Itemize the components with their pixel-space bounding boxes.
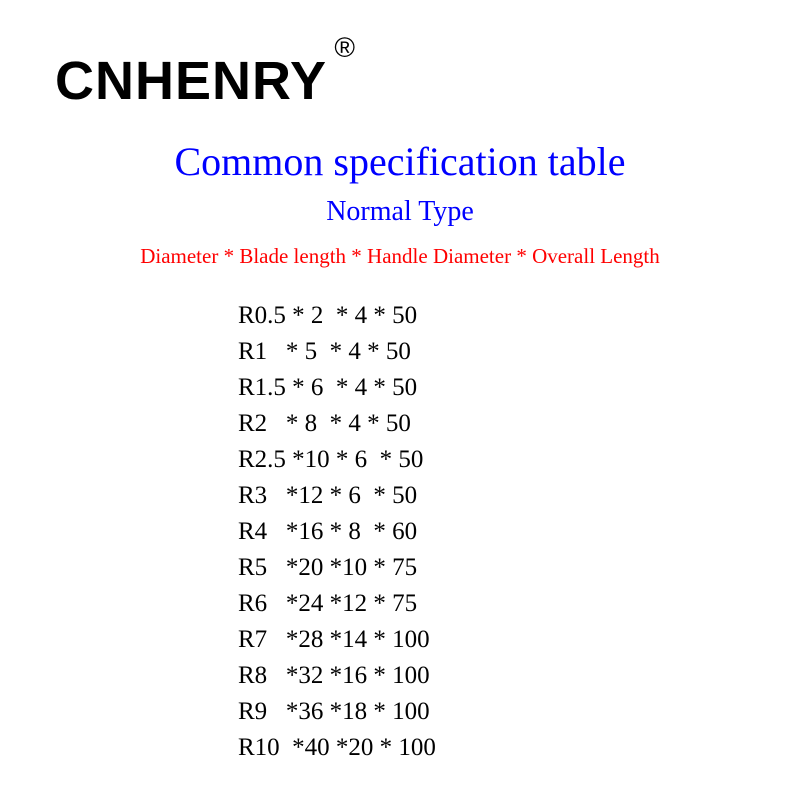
brand-name-text: CNHENRY [55,51,327,111]
table-row: R7 *28 *14 * 100 [238,622,436,658]
table-row: R0.5 * 2 * 4 * 50 [238,298,436,334]
table-row: R2 * 8 * 4 * 50 [238,406,436,442]
registered-trademark-icon: ® [334,32,355,64]
table-row: R10 *40 *20 * 100 [238,730,436,766]
column-legend: Diameter * Blade length * Handle Diamete… [0,244,800,269]
table-row: R1.5 * 6 * 4 * 50 [238,370,436,406]
table-row: R6 *24 *12 * 75 [238,586,436,622]
specification-table: R0.5 * 2 * 4 * 50 R1 * 5 * 4 * 50 R1.5 *… [238,298,436,766]
table-row: R1 * 5 * 4 * 50 [238,334,436,370]
brand-logo: CNHENRY ® [55,50,327,112]
table-row: R9 *36 *18 * 100 [238,694,436,730]
table-row: R8 *32 *16 * 100 [238,658,436,694]
table-row: R4 *16 * 8 * 60 [238,514,436,550]
table-row: R2.5 *10 * 6 * 50 [238,442,436,478]
table-row: R3 *12 * 6 * 50 [238,478,436,514]
page-title: Common specification table [0,138,800,185]
page-subtitle: Normal Type [0,196,800,228]
table-row: R5 *20 *10 * 75 [238,550,436,586]
